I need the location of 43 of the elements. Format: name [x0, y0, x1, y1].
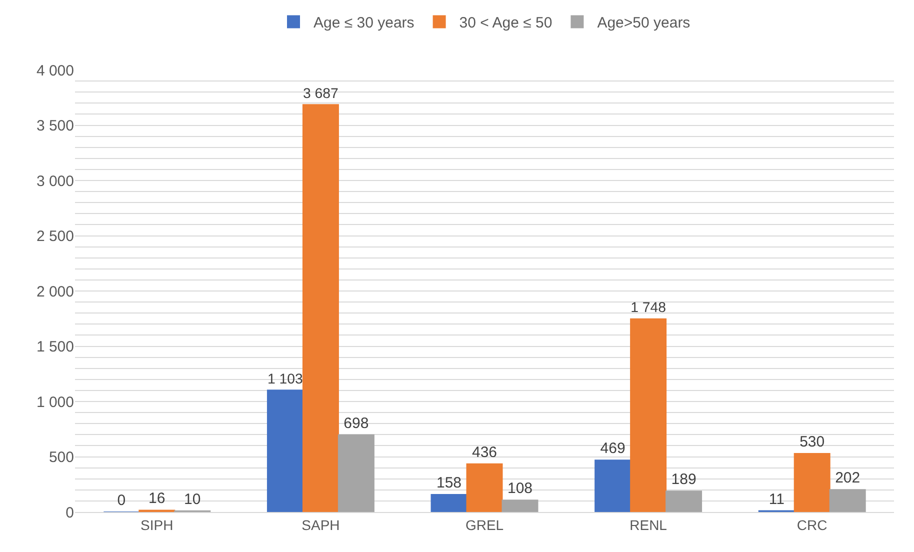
data-label: 1 103 [267, 371, 304, 388]
bar [266, 390, 304, 512]
bar [338, 434, 374, 512]
y-tick-label: 1 500 [36, 338, 74, 356]
y-tick-label: 1 000 [36, 394, 74, 411]
bar [302, 104, 339, 512]
y-tick-label: 3 500 [36, 118, 74, 134]
x-tick-label: CRC [796, 516, 828, 533]
legend-label: 30 < Age ≤ 50 [459, 14, 552, 32]
y-tick-label: 2 500 [36, 228, 74, 245]
y-tick-label: 500 [48, 449, 74, 466]
data-label: 0 [117, 492, 126, 509]
bar [630, 318, 667, 512]
x-tick-label: GREL [465, 516, 504, 533]
data-label: 698 [344, 414, 369, 432]
x-tick-label: RENL [630, 516, 668, 533]
y-tick-label: 2 000 [36, 283, 74, 300]
bar [829, 489, 866, 512]
x-tick-label: SIPH [140, 516, 174, 533]
y-tick-label: 3 000 [36, 172, 74, 190]
data-label: 1 748 [630, 300, 666, 316]
x-tick-label: SAPH [302, 516, 340, 533]
data-label: 3 687 [302, 86, 339, 102]
legend-label: Age ≤ 30 years [314, 14, 414, 32]
data-label: 189 [671, 471, 696, 488]
data-label: 108 [507, 480, 533, 498]
data-label: 436 [472, 444, 498, 461]
legend-label: Age>50 years [597, 14, 690, 32]
y-tick-label: 0 [66, 504, 74, 522]
bar [594, 460, 632, 512]
bar [466, 463, 503, 512]
data-label: 16 [148, 490, 166, 508]
bar [666, 490, 702, 512]
bar [794, 452, 830, 512]
data-label: 469 [600, 440, 626, 458]
y-tick-label: 4 000 [36, 62, 74, 80]
data-label: 158 [436, 474, 462, 492]
data-label: 11 [768, 490, 784, 508]
bar [430, 494, 468, 512]
data-label: 10 [184, 490, 201, 508]
data-label: 202 [835, 470, 860, 487]
bar [502, 500, 538, 512]
data-label: 530 [800, 433, 825, 450]
